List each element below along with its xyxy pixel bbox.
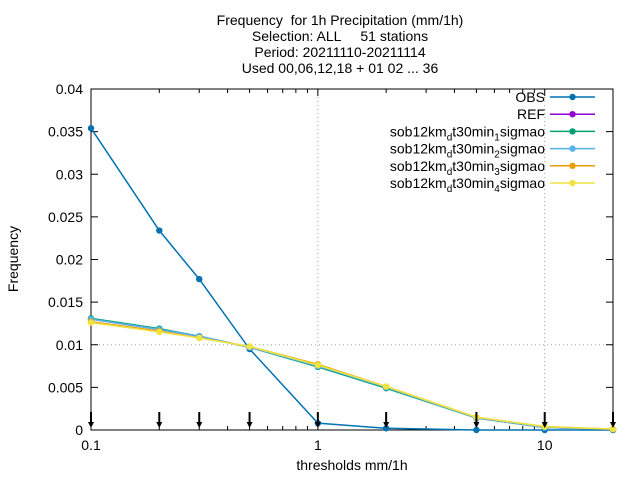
series-line-3 [90, 318, 614, 430]
axis-ticks: 0 0.005 0.01 0.015 0.02 0.025 0.03 0.035 0.04 0.1… [48, 81, 614, 453]
legend-label: OBS [515, 89, 545, 105]
y-tick-label: 0.01 [56, 337, 83, 353]
y-tick-label: 0 [75, 422, 83, 438]
threshold-markers [88, 412, 616, 428]
chart-title-line-1: Frequency for 1h Precipitation (mm/1h) [216, 12, 464, 28]
data-point-0 [156, 227, 163, 234]
data-point-5 [609, 425, 617, 433]
x-tick-label: 0.1 [81, 437, 101, 453]
threshold-marker-head [314, 422, 321, 428]
legend-label: sob12kmdt30min1sigmao [390, 123, 545, 143]
legend-marker [569, 111, 576, 118]
legend: OBSREFsob12kmdt30min1sigmaosob12kmdt30mi… [390, 89, 595, 195]
data-point-5 [196, 334, 203, 342]
threshold-marker-head [473, 422, 480, 428]
data-point-5 [87, 319, 95, 326]
chart-title-line-2: Selection: ALL 51 stations [251, 28, 429, 44]
grid-lines [91, 89, 613, 430]
x-tick-label: 1 [314, 437, 322, 453]
series-line-5 [90, 321, 614, 430]
data-point-5 [246, 343, 253, 350]
y-tick-label: 0.03 [56, 166, 83, 182]
legend-marker [569, 128, 576, 135]
legend-marker [569, 93, 576, 101]
data-point-5 [156, 328, 163, 336]
legend-label: sob12kmdt30min3sigmao [390, 158, 545, 178]
data-point-0 [473, 426, 480, 434]
series-layer [87, 125, 617, 434]
legend-marker [569, 145, 576, 152]
threshold-marker-head [88, 422, 94, 428]
chart-title-line-3: Period: 20211110-20211114 [254, 44, 426, 60]
series-line-1 [90, 318, 614, 430]
series-line-2 [90, 317, 614, 430]
y-tick-label: 0.025 [48, 209, 83, 225]
data-point-5 [382, 383, 390, 390]
data-point-0 [382, 425, 390, 432]
legend-label: sob12kmdt30min2sigmao [390, 141, 545, 161]
y-tick-label: 0.02 [56, 252, 83, 268]
y-tick-label: 0.015 [48, 294, 83, 310]
legend-label: REF [517, 106, 545, 122]
threshold-marker-head [196, 422, 203, 428]
data-point-5 [314, 362, 322, 369]
x-tick-label: 10 [537, 437, 553, 453]
threshold-marker-head [246, 422, 253, 428]
threshold-marker-head [156, 422, 163, 428]
y-tick-label: 0.04 [56, 81, 83, 97]
threshold-marker-head [383, 422, 390, 428]
threshold-marker-head [610, 422, 616, 428]
legend-marker [569, 162, 576, 169]
legend-label: sob12kmdt30min4sigmao [390, 175, 545, 195]
data-point-0 [196, 275, 203, 283]
x-axis-label: thresholds mm/1h [296, 457, 407, 473]
data-point-0 [87, 125, 95, 132]
chart-title-line-4: Used 00,06,12,18 + 01 02 ... 36 [241, 60, 439, 76]
y-axis-label: Frequency [5, 226, 21, 292]
y-tick-label: 0.035 [48, 124, 83, 140]
y-tick-label: 0.005 [48, 379, 83, 395]
legend-marker [569, 179, 576, 187]
threshold-marker-head [541, 422, 548, 428]
